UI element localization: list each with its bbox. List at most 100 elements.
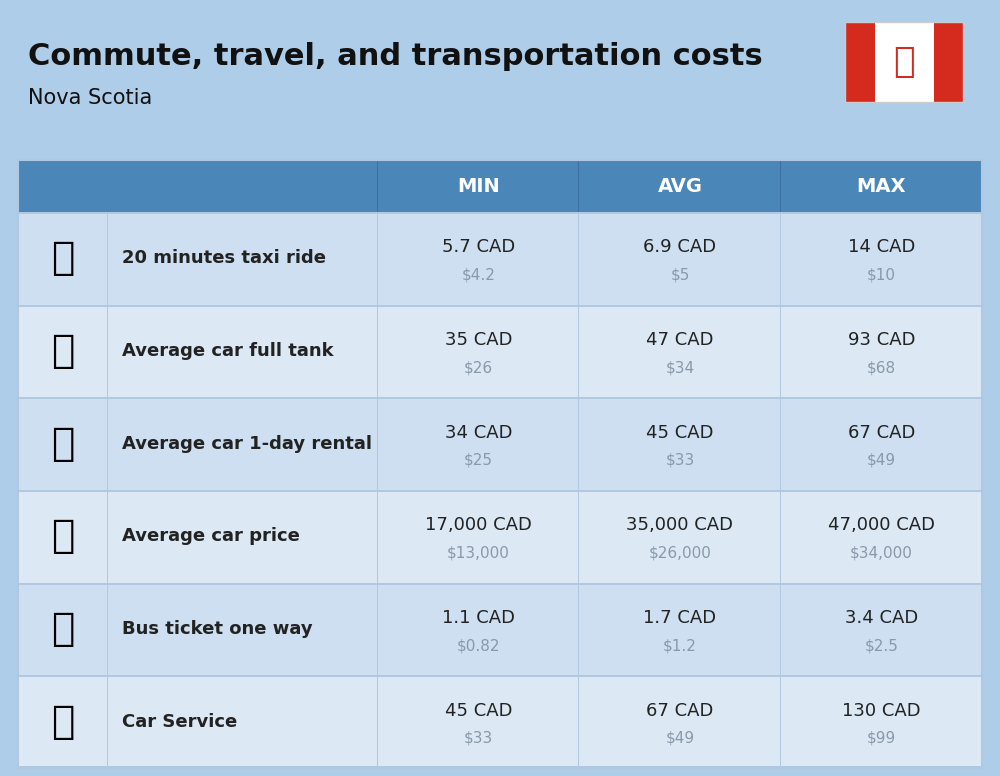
Bar (18, 160, 378, 212)
Bar (377, 583, 378, 675)
Text: Average car full tank: Average car full tank (122, 342, 334, 360)
Bar (781, 397, 982, 490)
Bar (18, 583, 982, 584)
Bar (377, 675, 378, 768)
Bar (18, 675, 108, 768)
Text: AVG: AVG (658, 176, 702, 196)
Bar (934, 22, 963, 102)
Bar (781, 490, 982, 583)
Text: 45 CAD: 45 CAD (445, 702, 512, 719)
Bar (18, 305, 982, 307)
Bar (579, 583, 781, 675)
Text: MAX: MAX (857, 176, 906, 196)
Text: 6.9 CAD: 6.9 CAD (643, 238, 717, 256)
Text: $26: $26 (464, 360, 493, 375)
Bar (107, 305, 108, 397)
Bar (18, 675, 982, 677)
Bar (107, 397, 108, 490)
Text: 🍁: 🍁 (893, 45, 915, 79)
Bar (578, 305, 579, 397)
Bar (107, 675, 108, 768)
Bar (780, 212, 781, 305)
Bar (781, 212, 982, 305)
Bar (18, 160, 982, 768)
Text: 5.7 CAD: 5.7 CAD (442, 238, 515, 256)
Text: 35,000 CAD: 35,000 CAD (626, 516, 734, 534)
Bar (378, 397, 579, 490)
Bar (579, 212, 781, 305)
Bar (108, 583, 378, 675)
Bar (845, 22, 963, 102)
Bar (377, 160, 378, 212)
Bar (578, 212, 579, 305)
Text: 93 CAD: 93 CAD (848, 331, 915, 349)
Bar (578, 397, 579, 490)
Bar (107, 212, 108, 305)
Bar (108, 397, 378, 490)
Text: $2.5: $2.5 (864, 638, 898, 653)
Text: 🔧: 🔧 (51, 702, 75, 740)
Bar (108, 490, 378, 583)
Bar (18, 766, 982, 768)
Bar (377, 305, 378, 397)
Text: $34,000: $34,000 (850, 546, 913, 560)
Bar (378, 490, 579, 583)
Bar (18, 212, 982, 214)
Text: 14 CAD: 14 CAD (848, 238, 915, 256)
Text: $25: $25 (464, 453, 493, 468)
Bar (579, 675, 781, 768)
Bar (781, 675, 982, 768)
Bar (781, 583, 982, 675)
Bar (108, 212, 378, 305)
Bar (108, 675, 378, 768)
Bar (579, 397, 781, 490)
Text: 67 CAD: 67 CAD (848, 424, 915, 442)
Bar (578, 490, 579, 583)
Text: $26,000: $26,000 (649, 546, 711, 560)
Text: 17,000 CAD: 17,000 CAD (425, 516, 532, 534)
Text: $34: $34 (665, 360, 695, 375)
Text: $1.2: $1.2 (663, 638, 697, 653)
Bar (578, 160, 579, 212)
Text: 34 CAD: 34 CAD (445, 424, 512, 442)
Bar (780, 583, 781, 675)
Bar (18, 397, 982, 400)
Bar (377, 490, 378, 583)
Bar (780, 490, 781, 583)
Bar (780, 397, 781, 490)
Text: 35 CAD: 35 CAD (445, 331, 512, 349)
Bar (18, 212, 108, 305)
Bar (108, 305, 378, 397)
Text: 🚗: 🚗 (51, 518, 75, 556)
Text: 130 CAD: 130 CAD (842, 702, 921, 719)
Text: 🚌: 🚌 (51, 610, 75, 648)
Text: $68: $68 (867, 360, 896, 375)
Bar (780, 160, 781, 212)
Text: 1.1 CAD: 1.1 CAD (442, 609, 515, 627)
Bar (378, 305, 579, 397)
Bar (18, 583, 108, 675)
Bar (579, 490, 781, 583)
Text: $4.2: $4.2 (462, 268, 496, 282)
Text: $0.82: $0.82 (457, 638, 500, 653)
Text: Nova Scotia: Nova Scotia (28, 88, 152, 108)
Bar (579, 305, 781, 397)
Bar (780, 675, 781, 768)
Bar (18, 397, 108, 490)
Bar (107, 583, 108, 675)
Text: $5: $5 (670, 268, 690, 282)
Text: Car Service: Car Service (122, 712, 237, 731)
Text: 47 CAD: 47 CAD (646, 331, 714, 349)
Text: Commute, travel, and transportation costs: Commute, travel, and transportation cost… (28, 42, 763, 71)
Text: Average car 1-day rental: Average car 1-day rental (122, 435, 372, 452)
Text: $99: $99 (867, 731, 896, 746)
Text: 47,000 CAD: 47,000 CAD (828, 516, 935, 534)
Bar (578, 583, 579, 675)
Text: $49: $49 (867, 453, 896, 468)
Text: $49: $49 (665, 731, 695, 746)
Bar (781, 305, 982, 397)
Text: 1.7 CAD: 1.7 CAD (643, 609, 717, 627)
Bar (578, 675, 579, 768)
Text: 45 CAD: 45 CAD (646, 424, 714, 442)
Bar (378, 675, 579, 768)
